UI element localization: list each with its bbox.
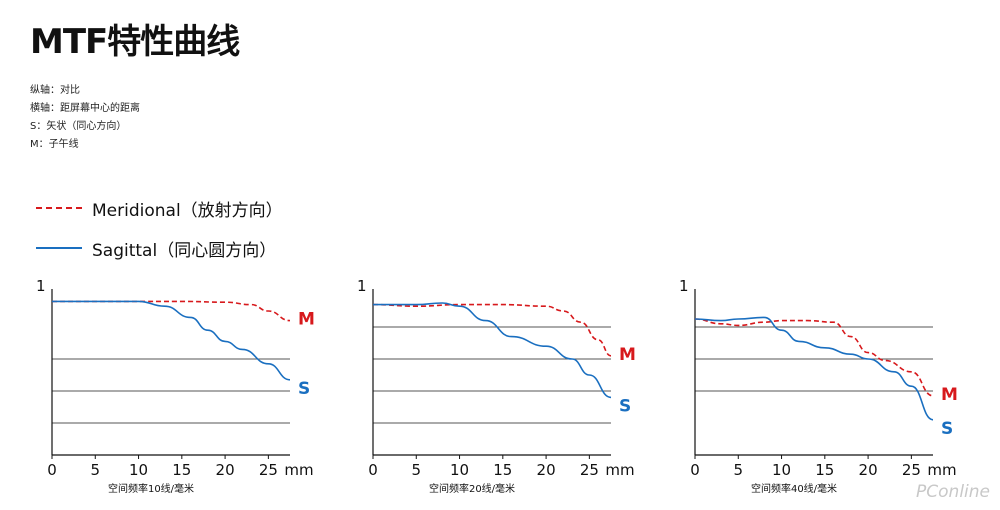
series-M-line: [51, 300, 291, 322]
x-tick-label: 15: [172, 461, 191, 479]
dashed-line-swatch: [36, 207, 82, 209]
x-unit-label: mm: [284, 461, 313, 479]
x-tick-label: 0: [47, 461, 57, 479]
legend: Meridional（放射方向） Sagittal（同心圆方向）: [36, 188, 283, 268]
legend-item-meridional: Meridional（放射方向）: [36, 188, 283, 228]
x-tick-label: 20: [537, 461, 556, 479]
note-sagittal: S：矢状（同心方向）: [30, 121, 127, 132]
note-meridional: M：子午线: [30, 139, 79, 150]
series-M-label: M: [298, 310, 315, 330]
x-tick-label: 15: [815, 461, 834, 479]
x-tick-label: 20: [859, 461, 878, 479]
x-tick-label: 10: [772, 461, 791, 479]
x-tick-label: 10: [129, 461, 148, 479]
x-tick-label: 0: [368, 461, 378, 479]
x-tick-label: 5: [411, 461, 421, 479]
x-tick-label: 0: [690, 461, 700, 479]
watermark: PConline: [916, 482, 990, 502]
y-tick-label: 1: [679, 277, 689, 295]
x-tick-label: 15: [493, 461, 512, 479]
series-M-label: M: [619, 345, 636, 365]
series-S-line: [694, 316, 934, 421]
y-tick-label: 1: [357, 277, 367, 295]
legend-label-meridional: Meridional（放射方向）: [92, 200, 283, 221]
series-M-line: [694, 318, 934, 397]
series-S-label: S: [298, 379, 310, 399]
series-S-line: [51, 300, 291, 381]
x-tick-label: 25: [259, 461, 278, 479]
x-unit-label: mm: [927, 461, 956, 479]
series-S-label: S: [941, 419, 953, 439]
series-M-line: [372, 303, 612, 357]
series-S-line: [373, 302, 612, 399]
legend-item-sagittal: Sagittal（同心圆方向）: [36, 228, 283, 268]
note-y-axis: 纵轴：对比: [30, 85, 80, 96]
x-tick-label: 5: [733, 461, 743, 479]
y-tick-label: 1: [36, 277, 46, 295]
axis-notes: 纵轴：对比 横轴：距屏幕中心的距离 S：矢状（同心方向） M：子午线: [30, 82, 140, 154]
series-M-label: M: [941, 385, 958, 405]
x-tick-label: 25: [902, 461, 921, 479]
x-unit-label: mm: [605, 461, 634, 479]
page-title: MTF特性曲线: [30, 22, 240, 62]
solid-line-swatch: [36, 247, 82, 249]
x-tick-label: 25: [580, 461, 599, 479]
x-tick-label: 10: [450, 461, 469, 479]
x-axis-label: 空间频率20线/毫米: [429, 482, 515, 495]
x-axis-label: 空间频率40线/毫米: [751, 482, 837, 495]
series-S-label: S: [619, 396, 631, 416]
legend-label-sagittal: Sagittal（同心圆方向）: [92, 240, 277, 261]
x-axis-label: 空间频率10线/毫米: [108, 482, 194, 495]
x-tick-label: 20: [216, 461, 235, 479]
x-tick-label: 5: [90, 461, 100, 479]
note-x-axis: 横轴：距屏幕中心的距离: [30, 103, 140, 114]
